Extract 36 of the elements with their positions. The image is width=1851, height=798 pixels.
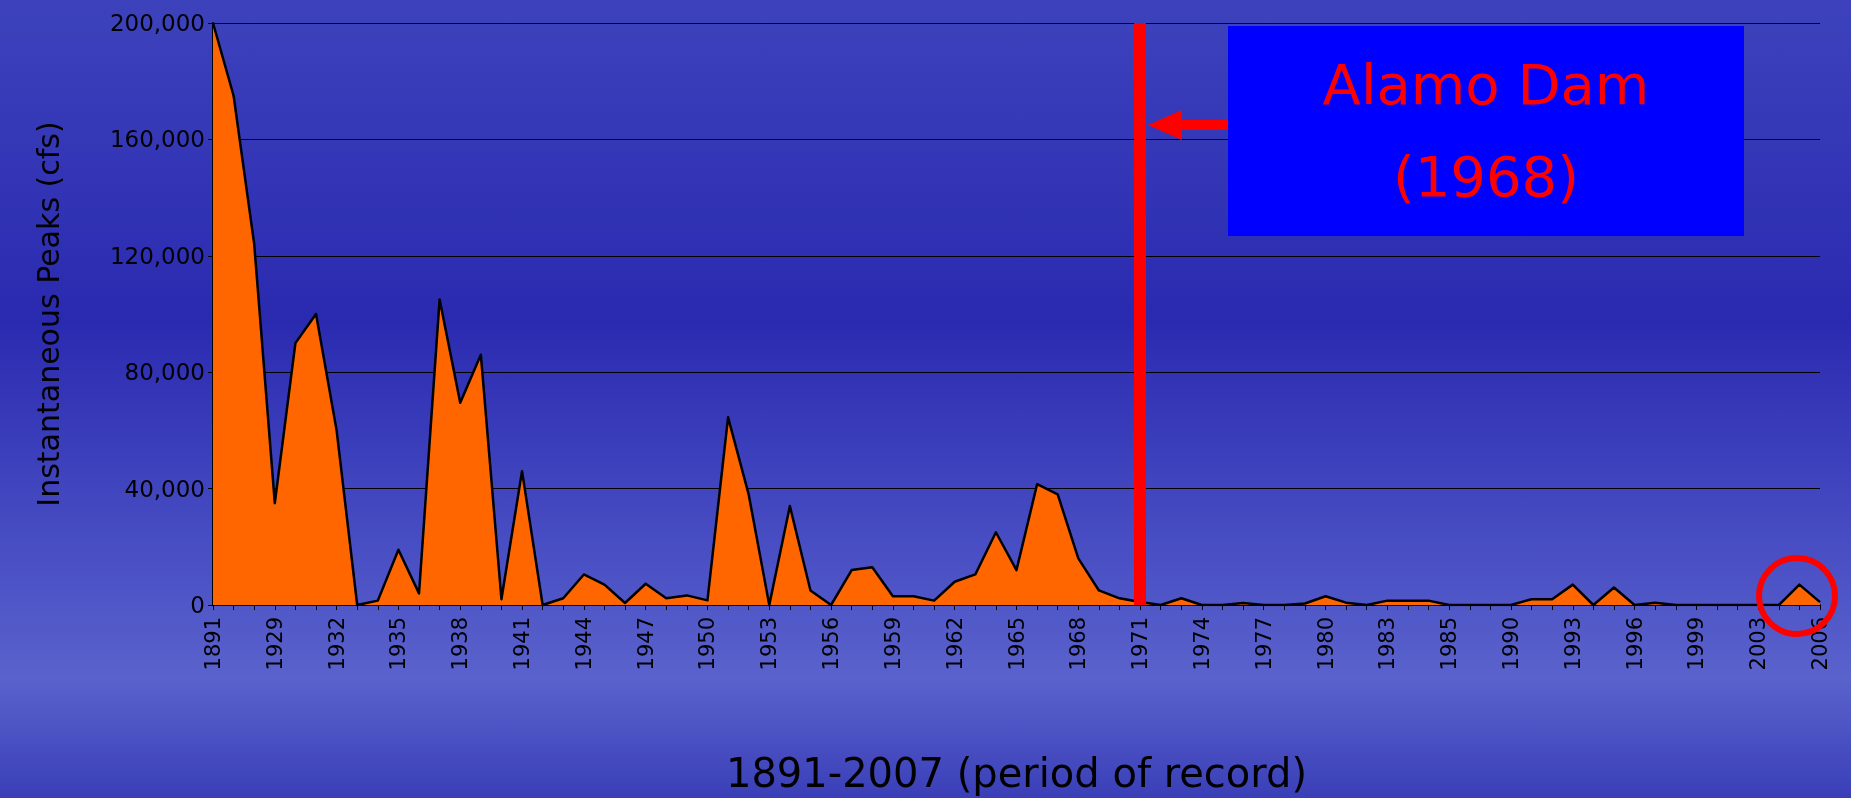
x-tick-label: 1962: [942, 617, 967, 671]
y-tick-label: 0: [190, 592, 205, 618]
x-tick-label: 1996: [1622, 617, 1647, 671]
x-tick-label: 1977: [1251, 617, 1276, 671]
y-tick-label: 160,000: [109, 126, 205, 153]
x-tick-label: 1935: [386, 617, 411, 671]
x-tick-label: 1983: [1375, 617, 1400, 671]
x-tick-label: 1944: [571, 617, 596, 671]
x-tick-label: 1947: [633, 617, 658, 671]
x-tick-label: 1965: [1004, 617, 1029, 671]
y-tick-label: 80,000: [124, 359, 205, 386]
y-tick-label: 200,000: [109, 10, 205, 36]
x-tick-label: 1953: [757, 617, 782, 671]
x-axis-title: 1891-2007 (period of record): [725, 750, 1308, 796]
x-tick-label: 1932: [324, 617, 349, 671]
x-tick-label: 1971: [1128, 617, 1153, 671]
annotation: Alamo Dam (1968): [1322, 51, 1650, 211]
x-tick-label: 1959: [880, 617, 905, 671]
x-tick-label: 1891: [201, 617, 225, 671]
x-tick-label: 1999: [1684, 617, 1709, 671]
x-tick-label: 1956: [819, 617, 844, 671]
x-tick-label: 1950: [695, 617, 720, 671]
x-tick-label: 1993: [1560, 617, 1585, 671]
y-tick-label: 40,000: [124, 475, 205, 502]
y-axis-title: Instantaneous Peaks (cfs): [30, 121, 66, 507]
x-tick-label: 1929: [262, 617, 287, 671]
x-tick-label: 1941: [510, 617, 535, 671]
y-tick-label: 120,000: [109, 242, 205, 269]
x-tick-label: 1938: [448, 617, 473, 671]
x-tick-label: 1980: [1313, 617, 1338, 671]
x-tick-label: 1990: [1498, 617, 1523, 671]
x-tick-label: 1974: [1189, 617, 1214, 671]
x-tick-label: 1968: [1066, 617, 1091, 671]
x-tick-label: 2003: [1746, 617, 1771, 671]
note-box: Alamo Dam (1968): [1228, 26, 1744, 236]
x-tick-label: 1985: [1437, 617, 1462, 671]
